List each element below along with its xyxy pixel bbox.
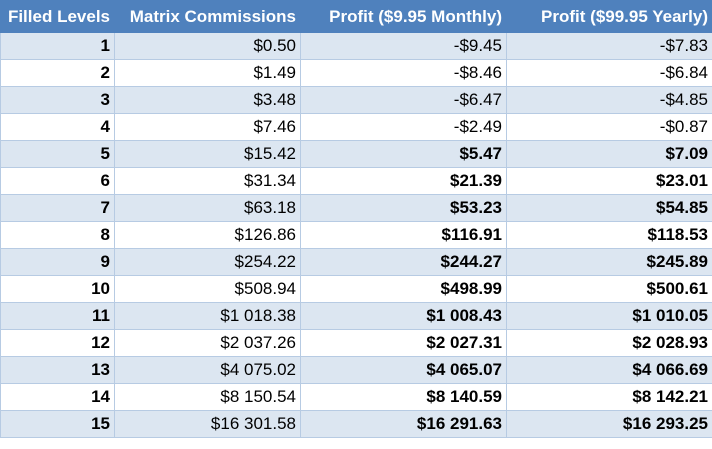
commission-cell: $4 075.02 (114, 356, 301, 384)
level-cell: 13 (0, 356, 115, 384)
level-cell: 10 (0, 275, 115, 303)
profit-monthly-cell: $21.39 (300, 167, 507, 195)
profit-monthly-cell: $244.27 (300, 248, 507, 276)
commission-cell: $15.42 (114, 140, 301, 168)
level-cell: 4 (0, 113, 115, 141)
commission-cell: $3.48 (114, 86, 301, 114)
profit-yearly-cell: -$4.85 (506, 86, 712, 114)
profit-yearly-cell: $118.53 (506, 221, 712, 249)
profit-monthly-cell: -$8.46 (300, 59, 507, 87)
commission-cell: $2 037.26 (114, 329, 301, 357)
level-cell: 6 (0, 167, 115, 195)
commission-cell: $16 301.58 (114, 410, 301, 438)
commission-cell: $0.50 (114, 32, 301, 60)
level-cell: 14 (0, 383, 115, 411)
table-row: 8 $126.86 $116.91 $118.53 (0, 221, 712, 249)
table-row: 15 $16 301.58 $16 291.63 $16 293.25 (0, 410, 712, 438)
profit-monthly-cell: -$6.47 (300, 86, 507, 114)
level-cell: 11 (0, 302, 115, 330)
level-cell: 9 (0, 248, 115, 276)
profit-yearly-cell: $16 293.25 (506, 410, 712, 438)
profit-yearly-cell: $500.61 (506, 275, 712, 303)
profit-yearly-cell: $7.09 (506, 140, 712, 168)
commission-cell: $63.18 (114, 194, 301, 222)
profit-yearly-cell: $2 028.93 (506, 329, 712, 357)
table-row: 14 $8 150.54 $8 140.59 $8 142.21 (0, 383, 712, 411)
profit-yearly-cell: $23.01 (506, 167, 712, 195)
commission-cell: $1.49 (114, 59, 301, 87)
level-cell: 15 (0, 410, 115, 438)
table-row: 1 $0.50 -$9.45 -$7.83 (0, 32, 712, 60)
profit-yearly-cell: $1 010.05 (506, 302, 712, 330)
header-profit-monthly: Profit ($9.95 Monthly) (300, 0, 507, 33)
table-row: 5 $15.42 $5.47 $7.09 (0, 140, 712, 168)
profit-yearly-cell: -$0.87 (506, 113, 712, 141)
table-row: 2 $1.49 -$8.46 -$6.84 (0, 59, 712, 87)
commission-cell: $1 018.38 (114, 302, 301, 330)
level-cell: 7 (0, 194, 115, 222)
header-profit-yearly: Profit ($99.95 Yearly) (506, 0, 712, 33)
profit-yearly-cell: -$6.84 (506, 59, 712, 87)
level-cell: 3 (0, 86, 115, 114)
commission-cell: $254.22 (114, 248, 301, 276)
profit-monthly-cell: -$2.49 (300, 113, 507, 141)
profit-yearly-cell: $245.89 (506, 248, 712, 276)
table-row: 3 $3.48 -$6.47 -$4.85 (0, 86, 712, 114)
level-cell: 2 (0, 59, 115, 87)
table-row: 10 $508.94 $498.99 $500.61 (0, 275, 712, 303)
profit-monthly-cell: $53.23 (300, 194, 507, 222)
header-filled-levels: Filled Levels (0, 0, 115, 33)
profit-monthly-cell: $8 140.59 (300, 383, 507, 411)
profit-yearly-cell: $54.85 (506, 194, 712, 222)
table-body: 1 $0.50 -$9.45 -$7.83 2 $1.49 -$8.46 -$6.84 3 $3.… (0, 32, 712, 438)
table-row: 7 $63.18 $53.23 $54.85 (0, 194, 712, 222)
commission-cell: $31.34 (114, 167, 301, 195)
table-row: 12 $2 037.26 $2 027.31 $2 028.93 (0, 329, 712, 357)
profit-monthly-cell: $4 065.07 (300, 356, 507, 384)
commission-cell: $126.86 (114, 221, 301, 249)
profit-monthly-cell: $16 291.63 (300, 410, 507, 438)
header-matrix-commissions: Matrix Commissions (114, 0, 301, 33)
table-row: 4 $7.46 -$2.49 -$0.87 (0, 113, 712, 141)
header-row: Filled Levels Matrix Commissions Profit … (0, 0, 712, 33)
profit-yearly-cell: $8 142.21 (506, 383, 712, 411)
commission-cell: $508.94 (114, 275, 301, 303)
profit-monthly-cell: $498.99 (300, 275, 507, 303)
profit-yearly-cell: $4 066.69 (506, 356, 712, 384)
profit-monthly-cell: -$9.45 (300, 32, 507, 60)
commission-cell: $8 150.54 (114, 383, 301, 411)
level-cell: 1 (0, 32, 115, 60)
profit-monthly-cell: $116.91 (300, 221, 507, 249)
level-cell: 5 (0, 140, 115, 168)
profit-monthly-cell: $2 027.31 (300, 329, 507, 357)
profit-monthly-cell: $1 008.43 (300, 302, 507, 330)
commissions-table: Filled Levels Matrix Commissions Profit … (0, 0, 712, 438)
table-row: 6 $31.34 $21.39 $23.01 (0, 167, 712, 195)
table-row: 11 $1 018.38 $1 008.43 $1 010.05 (0, 302, 712, 330)
table-row: 9 $254.22 $244.27 $245.89 (0, 248, 712, 276)
level-cell: 8 (0, 221, 115, 249)
profit-monthly-cell: $5.47 (300, 140, 507, 168)
profit-yearly-cell: -$7.83 (506, 32, 712, 60)
table-header: Filled Levels Matrix Commissions Profit … (0, 0, 712, 33)
level-cell: 12 (0, 329, 115, 357)
commission-cell: $7.46 (114, 113, 301, 141)
table-row: 13 $4 075.02 $4 065.07 $4 066.69 (0, 356, 712, 384)
